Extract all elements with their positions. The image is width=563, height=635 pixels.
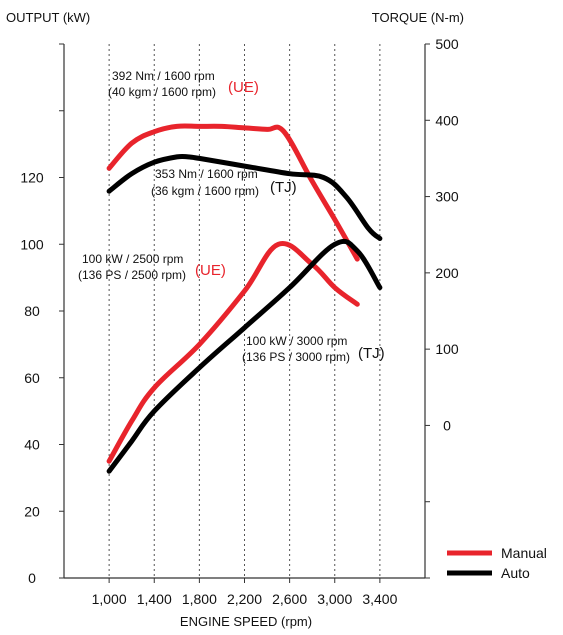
y-right-tick-label-5: 500 [435,36,459,52]
y-right-tick-labels: 0 100 200 300 400 500 [425,36,459,579]
annotation-manual-torque-line2: (40 kgm / 1600 rpm) [108,85,216,99]
annotation-manual-power-line1: 100 kW / 2500 rpm [82,252,183,266]
series-line-manual-torque [106,123,360,262]
annotation-auto-torque-line1: 353 Nm / 1600 rpm [155,167,258,181]
y-left-tick-label-6: 120 [20,170,44,186]
y-right-tick-label-2: 200 [435,265,459,281]
y-left-tick-label-0: 0 [28,570,36,586]
x-tick-label-1: 1,400 [137,591,172,607]
annotation-auto-power-tag: (TJ) [358,345,385,362]
grid-lines [108,44,381,578]
legend-label-auto: Auto [501,565,530,581]
y-left-tick-label-2: 40 [24,437,40,453]
y-left-tick-label-3: 60 [24,370,40,386]
x-tick-label-4: 2,600 [272,591,307,607]
legend-label-manual: Manual [501,545,547,561]
annotation-auto-torque-line2: (36 kgm / 1600 rpm) [151,184,259,198]
x-tick-label-0: 1,000 [92,591,127,607]
y-right-tick-label-3: 300 [435,189,459,205]
y-left-tick-label-1: 20 [24,503,40,519]
legend: Manual Auto [447,545,547,581]
y-left-tick-labels: 0 20 40 60 80 100 120 [20,43,64,586]
x-tick-labels: 1,000 1,400 1,800 2,200 2,600 3,000 3,400 [92,578,398,607]
y-right-tick-label-4: 400 [435,112,459,128]
annotation-auto-power-line2: (136 PS / 3000 rpm) [242,350,350,364]
annotation-auto-torque-tag: (TJ) [270,179,297,196]
y-right-tick-label-1: 100 [435,341,459,357]
y-right-tick-label-0: 0 [443,417,451,433]
x-tick-label-5: 3,000 [317,591,352,607]
y-left-tick-label-5: 100 [20,236,44,252]
annotation-auto-power-line1: 100 kW / 3000 rpm [246,334,347,348]
y-left-tick-label-4: 80 [24,303,40,319]
x-tick-label-3: 2,200 [227,591,262,607]
annotation-manual-power-line2: (136 PS / 2500 rpm) [78,268,186,282]
x-axis-title: ENGINE SPEED (rpm) [180,614,312,629]
annotation-manual-torque-tag: (UE) [228,79,259,96]
series-line-manual-power [106,240,360,464]
y-right-axis-title: TORQUE (N-m) [372,10,464,25]
x-tick-label-6: 3,400 [362,591,397,607]
series-line-auto-torque [106,153,383,241]
series-line-auto-power [106,238,383,474]
series-lines [106,123,383,474]
x-tick-label-2: 1,800 [182,591,217,607]
y-left-axis-title: OUTPUT (kW) [6,10,90,25]
annotation-manual-power-tag: (UE) [195,262,226,279]
annotation-manual-torque-line1: 392 Nm / 1600 rpm [112,69,215,83]
